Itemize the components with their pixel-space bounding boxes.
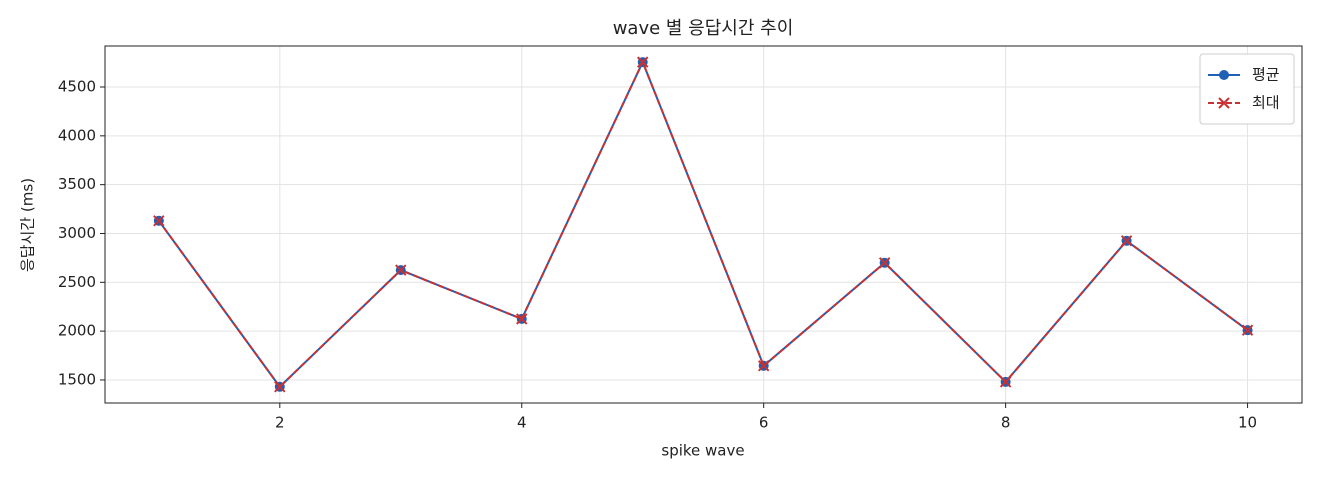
x-axis-label: spike wave — [661, 442, 744, 460]
marker — [153, 215, 165, 227]
y-tick-label: 3500 — [58, 175, 96, 193]
legend-label: 최대 — [1252, 94, 1280, 112]
y-tick-label: 2000 — [58, 322, 96, 340]
y-tick-label: 3000 — [58, 224, 96, 242]
x-tick-label: 10 — [1238, 414, 1257, 432]
x-tick-label: 8 — [1001, 414, 1011, 432]
marker — [878, 257, 891, 269]
y-tick-label: 1500 — [58, 370, 96, 388]
series-line — [158, 59, 1249, 389]
marker — [999, 376, 1012, 388]
series-line — [158, 59, 1249, 389]
y-axis-label: 응답시간 (ms) — [19, 178, 37, 272]
marker — [1218, 97, 1230, 109]
legend-label: 평균 — [1252, 66, 1280, 84]
x-tick-label: 4 — [517, 414, 527, 432]
marker — [1241, 324, 1254, 336]
marker — [1219, 70, 1229, 80]
y-tick-label: 2500 — [58, 273, 96, 291]
chart-title: wave 별 응답시간 추이 — [613, 18, 794, 39]
y-tick-label: 4000 — [58, 126, 96, 144]
marker — [395, 264, 407, 276]
marker — [637, 56, 649, 68]
legend-box — [1199, 53, 1295, 125]
x-tick-label: 2 — [275, 414, 285, 432]
marker — [516, 313, 528, 325]
marker — [1120, 235, 1133, 247]
y-tick-label: 4500 — [58, 78, 96, 96]
marker — [274, 381, 286, 393]
plot-frame — [104, 45, 1303, 404]
marker — [757, 360, 770, 372]
x-tick-label: 6 — [759, 414, 769, 432]
